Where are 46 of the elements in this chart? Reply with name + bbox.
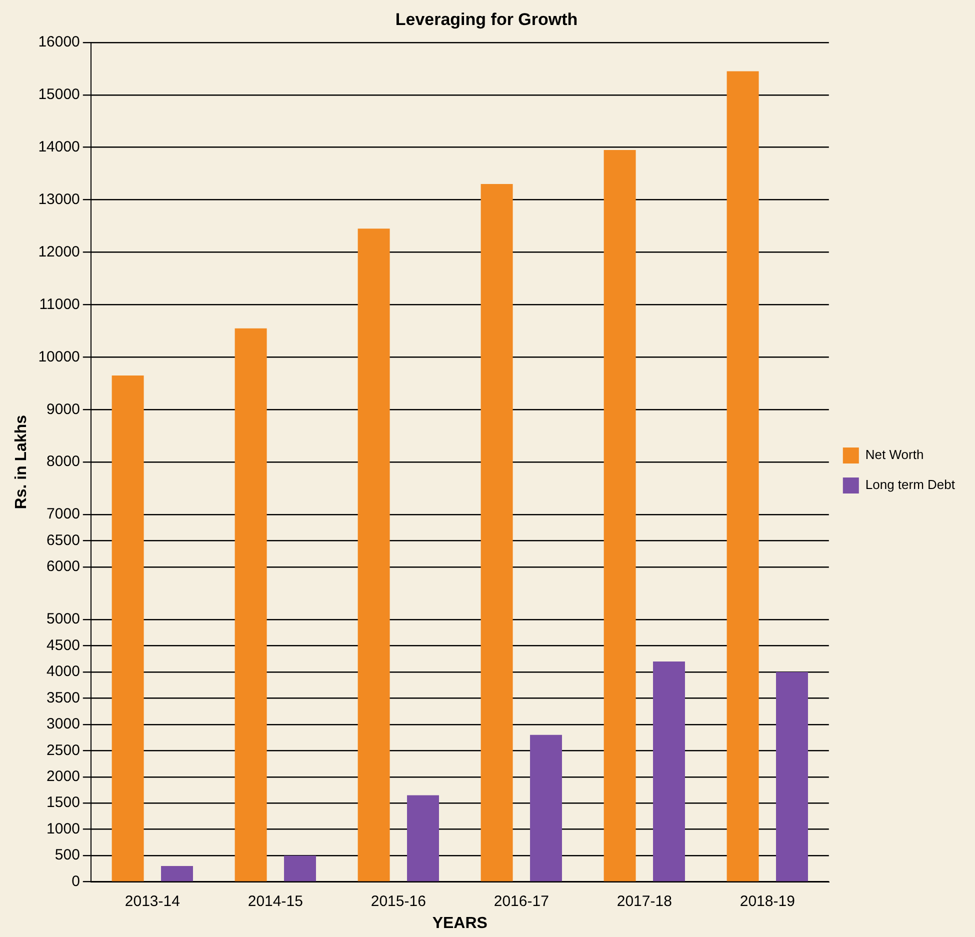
bar <box>604 150 636 882</box>
x-axis-title: YEARS <box>432 914 488 932</box>
chart-title: Leveraging for Growth <box>395 10 578 29</box>
y-tick-label: 10000 <box>38 348 80 366</box>
x-tick-label: 2018-19 <box>740 892 795 910</box>
y-tick-label: 1000 <box>46 820 80 838</box>
y-tick-label: 9000 <box>46 400 80 418</box>
bar <box>480 184 513 882</box>
y-tick-label: 6000 <box>46 558 80 576</box>
y-tick-label: 3000 <box>46 716 80 733</box>
x-tick-label: 2016-17 <box>494 892 549 910</box>
bar <box>407 795 439 882</box>
y-tick-label: 4000 <box>46 663 80 680</box>
y-tick-label: 0 <box>72 872 80 890</box>
bar <box>112 376 144 882</box>
y-tick-label: 500 <box>54 846 80 864</box>
x-tick-label: 2017-18 <box>616 892 672 910</box>
y-tick-label: 6500 <box>46 532 80 549</box>
y-tick-label: 16000 <box>38 34 80 51</box>
y-tick-label: 4500 <box>46 636 80 654</box>
bar <box>726 71 759 882</box>
y-tick-label: 1500 <box>46 794 80 812</box>
x-tick-label: 2013-14 <box>124 892 180 910</box>
y-tick-label: 13000 <box>38 190 80 208</box>
y-tick-label: 2500 <box>46 742 80 759</box>
bar <box>776 672 808 882</box>
y-axis-title: Rs. in Lakhs <box>13 414 30 510</box>
legend-label: Net Worth <box>865 447 924 462</box>
y-tick-label: 7000 <box>46 506 80 523</box>
y-tick-label: 5000 <box>46 610 80 628</box>
bar <box>234 328 267 882</box>
y-tick-label: 12000 <box>38 243 80 260</box>
bar <box>530 734 562 882</box>
x-tick-label: 2014-15 <box>248 892 303 910</box>
y-tick-label: 8000 <box>46 453 80 470</box>
y-tick-label: 14000 <box>38 138 80 156</box>
y-tick-label: 2000 <box>46 768 80 786</box>
legend-label: Long term Debt <box>865 477 956 492</box>
bar <box>284 856 316 882</box>
x-tick-label: 2015-16 <box>370 892 426 910</box>
y-tick-label: 11000 <box>39 296 80 313</box>
bar <box>161 866 193 882</box>
bar <box>358 228 390 882</box>
bar <box>653 661 685 882</box>
y-tick-label: 15000 <box>38 86 80 104</box>
y-tick-label: 3500 <box>46 689 80 706</box>
